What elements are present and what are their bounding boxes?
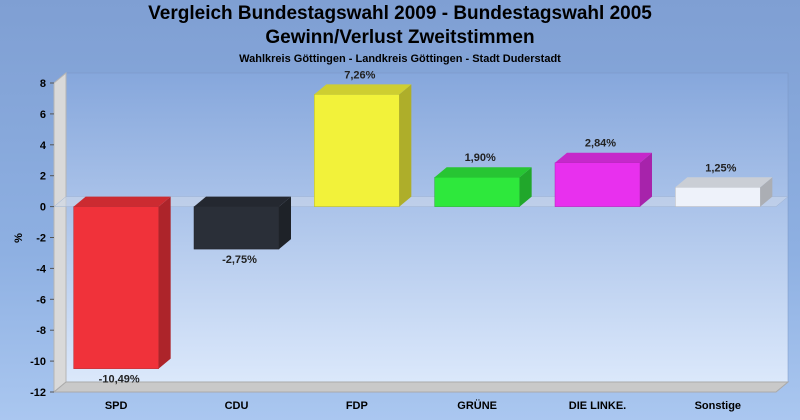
bar-cdu bbox=[193, 206, 280, 250]
back-wall bbox=[65, 72, 789, 383]
bar-side bbox=[279, 196, 291, 250]
data-label: 1,90% bbox=[465, 152, 496, 164]
y-axis-label: % bbox=[13, 233, 25, 243]
y-tick-label: -4 bbox=[36, 263, 47, 275]
bar-top bbox=[194, 196, 291, 207]
bar-die-linke- bbox=[554, 162, 641, 207]
x-tick-label: GRÜNE bbox=[457, 399, 497, 412]
side-wall bbox=[53, 71, 67, 394]
y-tick-label: 0 bbox=[40, 202, 46, 214]
bar-side bbox=[760, 177, 773, 207]
y-tick-label: 2 bbox=[40, 171, 46, 183]
data-label: 1,25% bbox=[705, 162, 736, 174]
chart-subtitle-2: Wahlkreis Göttingen - Landkreis Göttinge… bbox=[239, 53, 561, 65]
y-tick-label: -12 bbox=[30, 387, 46, 399]
bar-top bbox=[555, 152, 652, 163]
chart-title: Vergleich Bundestagswahl 2009 - Bundesta… bbox=[148, 3, 652, 24]
y-tick-label: 4 bbox=[40, 140, 47, 152]
bar-fdp bbox=[314, 94, 400, 207]
bar-side bbox=[158, 196, 171, 369]
y-tick-label: -10 bbox=[30, 356, 46, 368]
data-label: -2,75% bbox=[222, 254, 257, 266]
data-label: 2,84% bbox=[585, 138, 616, 150]
floor bbox=[52, 381, 790, 393]
x-tick-label: SPD bbox=[105, 400, 128, 412]
bar-sonstige bbox=[675, 187, 761, 207]
chart-subtitle: Gewinn/Verlust Zweitstimmen bbox=[265, 27, 535, 48]
bar-top bbox=[73, 196, 171, 207]
y-tick-label: -2 bbox=[36, 233, 46, 245]
x-tick-label: Sonstige bbox=[695, 400, 741, 412]
y-tick-label: 6 bbox=[40, 109, 46, 121]
bar-side bbox=[519, 167, 532, 207]
x-tick-label: FDP bbox=[346, 400, 368, 412]
y-tick-label: -6 bbox=[36, 294, 46, 306]
x-tick-label: CDU bbox=[225, 400, 249, 412]
data-label: 7,26% bbox=[344, 69, 375, 81]
bar-top bbox=[434, 167, 532, 178]
bar-grüne bbox=[434, 176, 520, 207]
y-tick-label: -8 bbox=[36, 325, 46, 337]
bar-side bbox=[399, 84, 412, 207]
bar-spd bbox=[73, 206, 159, 369]
bar-top bbox=[675, 177, 773, 188]
x-tick-label: DIE LINKE. bbox=[569, 400, 626, 412]
bar-top bbox=[314, 84, 412, 95]
y-tick-label: 8 bbox=[40, 78, 46, 90]
data-label: -10,49% bbox=[99, 374, 140, 386]
bar-side bbox=[640, 152, 652, 207]
